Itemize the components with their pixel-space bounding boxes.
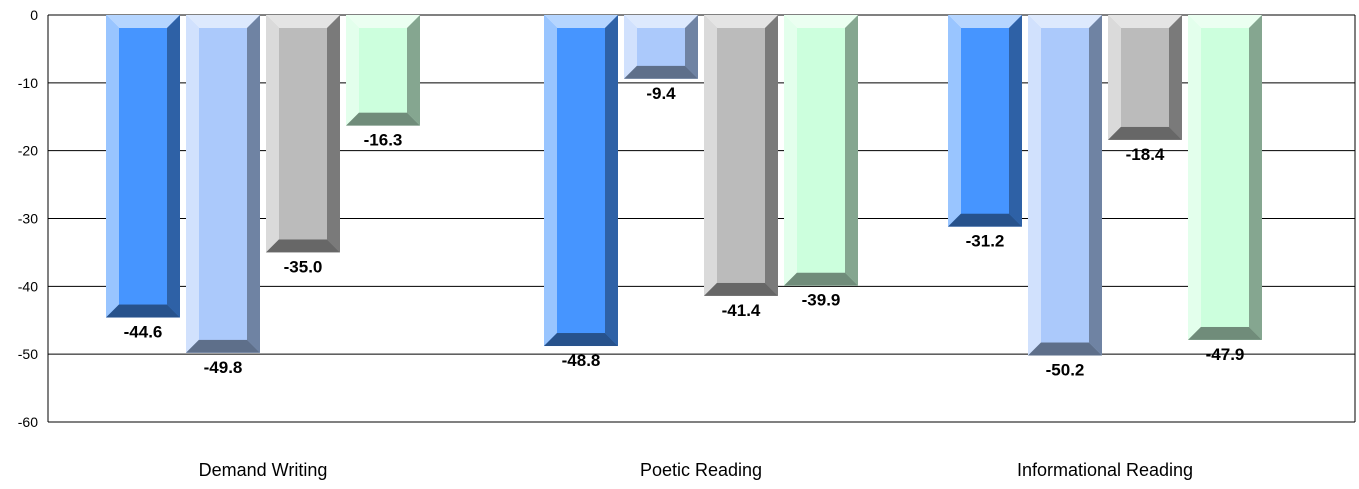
bar bbox=[1108, 15, 1182, 140]
y-tick-label: -20 bbox=[18, 143, 38, 159]
data-label: -44.6 bbox=[124, 323, 163, 342]
bar bbox=[266, 15, 340, 253]
data-label: -49.8 bbox=[204, 358, 243, 377]
y-tick-label: -30 bbox=[18, 211, 38, 227]
bar bbox=[1188, 15, 1262, 340]
data-label: -47.9 bbox=[1206, 345, 1245, 364]
gridlines bbox=[48, 14, 1355, 423]
y-axis: 0 -10 -20 -30 -40 -50 -60 bbox=[18, 7, 1356, 430]
data-label: -48.8 bbox=[562, 351, 601, 370]
data-labels: -44.6 -49.8 -35.0 -16.3 -48.8 -9.4 -41.4 -39.9 -… bbox=[124, 84, 1245, 380]
category-label: Demand Writing bbox=[199, 460, 328, 480]
category-label: Poetic Reading bbox=[640, 460, 762, 480]
bar bbox=[704, 15, 778, 296]
y-tick-label: -50 bbox=[18, 346, 38, 362]
bar bbox=[1028, 15, 1102, 356]
bar bbox=[346, 15, 420, 126]
category-label: Informational Reading bbox=[1017, 460, 1193, 480]
bar bbox=[106, 15, 180, 318]
y-tick-label: -40 bbox=[18, 278, 38, 294]
x-axis: Demand Writing Poetic Reading Informationa… bbox=[199, 460, 1193, 480]
data-label: -31.2 bbox=[966, 232, 1005, 251]
data-label: -39.9 bbox=[802, 291, 841, 310]
y-tick-label: -10 bbox=[18, 75, 38, 91]
bars bbox=[106, 15, 1262, 356]
data-label: -18.4 bbox=[1126, 145, 1165, 164]
data-label: -16.3 bbox=[364, 131, 403, 150]
bar bbox=[186, 15, 260, 353]
bar bbox=[624, 15, 698, 79]
data-label: -35.0 bbox=[284, 257, 323, 276]
y-tick-label: 0 bbox=[30, 7, 38, 23]
bar bbox=[784, 15, 858, 286]
data-label: -9.4 bbox=[646, 84, 676, 103]
bar bbox=[948, 15, 1022, 227]
data-label: -50.2 bbox=[1046, 361, 1085, 380]
y-tick-label: -60 bbox=[18, 414, 38, 430]
bar bbox=[544, 15, 618, 347]
data-label: -41.4 bbox=[722, 301, 761, 320]
